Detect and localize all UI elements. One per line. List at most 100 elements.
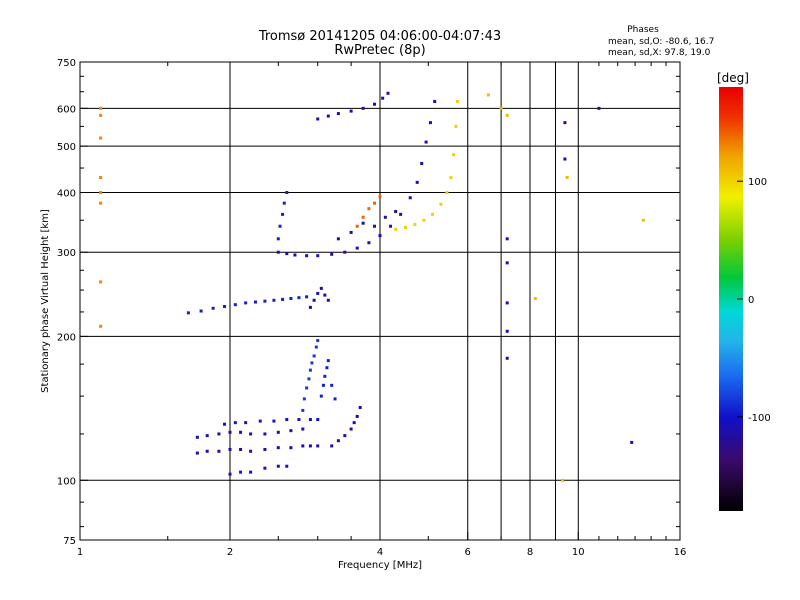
data-point: [263, 466, 267, 470]
data-point: [316, 254, 320, 258]
data-point: [316, 339, 320, 343]
data-points: [99, 91, 645, 482]
data-point: [333, 397, 337, 401]
data-point: [276, 250, 280, 254]
data-point: [361, 215, 365, 219]
data-point: [361, 106, 365, 110]
data-point: [99, 113, 103, 117]
data-point: [258, 419, 262, 423]
colorbar-tick-label: 100: [748, 177, 767, 188]
data-point: [263, 299, 267, 303]
data-point: [278, 224, 282, 228]
stats-header: Phases: [627, 25, 659, 35]
data-point: [326, 359, 330, 363]
x-tick-label: 6: [465, 547, 471, 558]
y-tick-label: 600: [57, 104, 76, 115]
y-tick-label: 500: [57, 142, 76, 153]
y-tick-label: 750: [57, 58, 76, 69]
data-point: [297, 296, 301, 300]
data-point: [455, 100, 459, 104]
data-point: [367, 241, 371, 245]
data-point: [186, 311, 190, 315]
data-point: [301, 408, 305, 412]
axis-ticks: 1 2 4 6 8 10 16 75 100 200 300 400 500 600 750: [57, 58, 686, 558]
data-point: [301, 444, 305, 448]
data-point: [233, 303, 237, 307]
data-point: [223, 422, 227, 426]
data-point: [301, 427, 305, 431]
data-point: [285, 464, 289, 468]
x-tick-label: 16: [674, 547, 687, 558]
data-point: [563, 157, 567, 161]
data-point: [272, 419, 276, 423]
data-point: [217, 449, 221, 453]
data-point: [321, 383, 325, 387]
y-tick-label: 200: [57, 332, 76, 343]
data-point: [433, 100, 437, 104]
data-point: [563, 121, 567, 125]
data-point: [308, 444, 312, 448]
data-point: [217, 432, 221, 436]
data-point: [297, 418, 301, 422]
data-point: [285, 190, 289, 194]
colorbar-tick-label: -100: [748, 413, 771, 424]
data-point: [330, 444, 334, 448]
data-point: [244, 301, 248, 305]
chart-subtitle: RwPretec (8p): [334, 43, 425, 58]
data-point: [499, 106, 503, 110]
data-point: [349, 109, 353, 113]
data-point: [383, 215, 387, 219]
data-point: [305, 386, 309, 390]
x-tick-label: 2: [227, 547, 233, 558]
data-point: [373, 224, 377, 228]
data-point: [316, 117, 320, 121]
data-point: [289, 297, 293, 301]
data-point: [452, 153, 456, 157]
data-point: [228, 430, 232, 434]
data-point: [276, 430, 280, 434]
data-point: [424, 140, 428, 144]
data-point: [263, 432, 267, 436]
data-point: [449, 175, 453, 179]
data-point: [281, 297, 285, 301]
x-axis-label: Frequency [MHz]: [338, 560, 422, 571]
data-point: [282, 201, 286, 205]
data-point: [307, 377, 311, 381]
data-point: [305, 254, 309, 258]
data-point: [336, 237, 340, 241]
data-point: [641, 218, 645, 222]
data-point: [413, 222, 417, 226]
data-point: [99, 136, 103, 140]
x-tick-label: 1: [77, 547, 83, 558]
grid-lines: [80, 62, 680, 540]
data-point: [323, 374, 327, 378]
data-point: [343, 434, 347, 438]
data-point: [373, 201, 377, 205]
data-point: [308, 305, 312, 309]
data-point: [454, 124, 458, 128]
data-point: [302, 397, 306, 401]
data-point: [505, 113, 509, 117]
data-point: [415, 180, 419, 184]
data-point: [293, 253, 297, 257]
data-point: [386, 91, 390, 95]
data-point: [533, 297, 537, 301]
data-point: [249, 449, 253, 453]
chart-title: Tromsø 20141205 04:06:00-04:07:43: [258, 29, 501, 44]
data-point: [276, 446, 280, 450]
data-point: [228, 447, 232, 451]
colorbar-ticks: 100 0 -100: [737, 177, 771, 424]
data-point: [310, 361, 314, 365]
data-point: [505, 356, 509, 360]
data-point: [439, 202, 443, 206]
data-point: [205, 434, 209, 438]
data-point: [223, 304, 227, 308]
data-point: [276, 464, 280, 468]
data-point: [325, 366, 329, 370]
data-point: [195, 435, 199, 439]
data-point: [323, 293, 327, 297]
data-point: [420, 161, 424, 165]
data-point: [199, 309, 203, 313]
data-point: [505, 261, 509, 265]
data-point: [99, 201, 103, 205]
